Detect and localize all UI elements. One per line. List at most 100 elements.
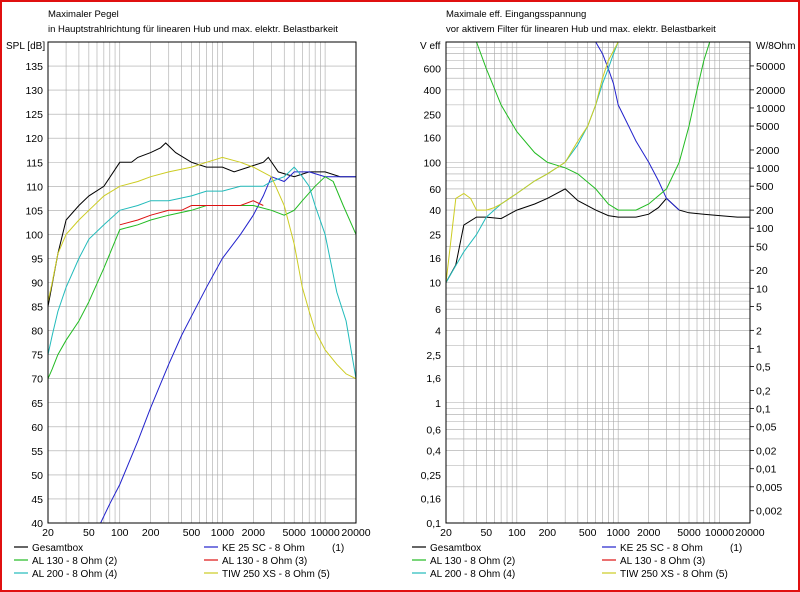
y-tick-label: 120 <box>25 133 43 145</box>
y2-tick-label: 0,2 <box>756 385 771 397</box>
x-tick-label: 2000 <box>242 527 266 539</box>
y2-tick-label: 0,1 <box>756 404 771 416</box>
y-tick-label: 0,16 <box>421 493 442 505</box>
y-tick-label: 95 <box>31 253 43 265</box>
y2-tick-label: 0,01 <box>756 464 777 476</box>
legend-label: Gesamtbox <box>32 543 83 554</box>
y-tick-label: 50 <box>31 470 43 482</box>
grid-left <box>47 41 357 524</box>
y-tick-label: 1,6 <box>426 373 441 385</box>
y-tick-label: 16 <box>429 253 441 265</box>
y-tick-label: 135 <box>25 61 43 73</box>
x-tick-label: 200 <box>539 527 557 539</box>
y-tick-label: 100 <box>25 229 43 241</box>
x-tick-label: 20 <box>440 527 452 539</box>
legend-label: AL 130 - 8 Ohm (3) <box>620 556 705 567</box>
y-tick-label: 60 <box>31 422 43 434</box>
y-tick-label: 65 <box>31 398 43 410</box>
y2-tick-label: 5 <box>756 301 762 313</box>
legend-item: TIW 250 XS - 8 Ohm (5) <box>204 569 330 580</box>
x-tick-label: 100 <box>508 527 526 539</box>
y-axis-label-right: V eff <box>420 41 441 52</box>
x-tick-label: 1000 <box>211 527 235 539</box>
y-tick-label: 40 <box>429 205 441 217</box>
legend-label: AL 130 - 8 Ohm (3) <box>222 556 307 567</box>
legend-label: AL 130 - 8 Ohm (2) <box>430 556 515 567</box>
y-tick-label: 0,25 <box>421 470 442 482</box>
legend-item: AL 130 - 8 Ohm (3) <box>204 556 307 567</box>
y-tick-label: 45 <box>31 494 43 506</box>
y-tick-label: 250 <box>423 109 441 121</box>
y-tick-label: 600 <box>423 64 441 76</box>
chart-title-left: Maximaler Pegel <box>48 9 119 20</box>
ticks-left: 20 50 100 200 500 1000 2000 5000 10000 20000 40 45 5… <box>25 61 370 539</box>
y-tick-label: 40 <box>31 518 43 530</box>
y2-tick-label: 0,02 <box>756 446 777 458</box>
y2-tick-label: 0,05 <box>756 422 777 434</box>
y2-tick-label: 0,5 <box>756 362 771 374</box>
y-tick-label: 0,6 <box>426 424 441 436</box>
y-tick-label: 400 <box>423 85 441 97</box>
legend-item: KE 25 SC - 8 Ohm (1) <box>602 543 742 554</box>
series-line <box>47 176 357 379</box>
y2-tick-label: 1 <box>756 343 762 355</box>
y-tick-label: 2,5 <box>426 350 441 362</box>
series-line <box>445 188 750 283</box>
y2-tick-label: 50000 <box>756 61 785 73</box>
y2-tick-label: 20000 <box>756 85 785 97</box>
ticks-right: 20 50 100 200 500 1000 2000 5000 10000 200000,10,… <box>421 61 786 539</box>
y2-tick-label: 100 <box>756 223 774 235</box>
y2-tick-label: 50 <box>756 241 768 253</box>
y2-tick-label: 10 <box>756 283 768 295</box>
series-line <box>476 41 720 211</box>
y2-tick-label: 0,005 <box>756 482 782 494</box>
chart-max-voltage: Maximale eff. Eingangsspannung vor aktiv… <box>420 9 795 539</box>
x-tick-label: 200 <box>142 527 160 539</box>
series-line <box>47 142 356 307</box>
y-axis-label-left: SPL [dB] <box>6 41 45 52</box>
x-tick-label: 500 <box>579 527 597 539</box>
x-tick-label: 2000 <box>637 527 661 539</box>
legend-label: Gesamtbox <box>430 543 481 554</box>
chart-subtitle-right: vor aktivem Filter für linearen Hub und … <box>446 24 716 35</box>
y-tick-label: 10 <box>429 278 441 290</box>
chart-subtitle-left: in Hauptstrahlrichtung für linearen Hub … <box>48 24 338 35</box>
legend-label: TIW 250 XS - 8 Ohm (5) <box>620 569 728 580</box>
y-tick-label: 70 <box>31 374 43 386</box>
plot-area-left <box>47 41 357 524</box>
x-tick-label: 50 <box>83 527 95 539</box>
legend-item: KE 25 SC - 8 Ohm (1) <box>204 543 344 554</box>
x-tick-label: 20000 <box>341 527 370 539</box>
y2-tick-label: 2 <box>756 325 762 337</box>
legend-label: TIW 250 XS - 8 Ohm (5) <box>222 569 330 580</box>
grid-right <box>445 42 751 523</box>
y2-tick-label: 5000 <box>756 121 780 133</box>
y-tick-label: 0,4 <box>426 446 441 458</box>
legend-label: KE 25 SC - 8 Ohm <box>620 543 703 554</box>
legend-right: Gesamtbox KE 25 SC - 8 Ohm (1) AL 130 - 8 O… <box>412 543 742 580</box>
y2-tick-label: 20 <box>756 265 768 277</box>
legend-item: AL 130 - 8 Ohm (2) <box>14 556 117 567</box>
chart-max-spl: Maximaler Pegel in Hauptstrahlrichtung f… <box>6 9 371 539</box>
legend-item: Gesamtbox <box>412 543 481 554</box>
legend-left: Gesamtbox KE 25 SC - 8 Ohm (1) AL 130 - 8 O… <box>14 543 344 580</box>
series-right <box>445 41 750 283</box>
legend-item: AL 130 - 8 Ohm (3) <box>602 556 705 567</box>
plot-area-right <box>445 41 751 524</box>
y-tick-label: 75 <box>31 350 43 362</box>
y2-tick-label: 0,002 <box>756 506 782 518</box>
legend-item: TIW 250 XS - 8 Ohm (5) <box>602 569 728 580</box>
y-tick-label: 90 <box>31 278 43 290</box>
x-tick-label: 20000 <box>735 527 764 539</box>
x-tick-label: 10000 <box>310 527 339 539</box>
y2-tick-label: 10000 <box>756 103 785 115</box>
x-tick-label: 20 <box>42 527 54 539</box>
series-line <box>47 156 357 380</box>
y-tick-label: 25 <box>429 230 441 242</box>
y2-tick-label: 200 <box>756 205 774 217</box>
x-tick-label: 100 <box>111 527 129 539</box>
legend-label: AL 200 - 8 Ohm (4) <box>32 569 117 580</box>
legend-label: AL 200 - 8 Ohm (4) <box>430 569 515 580</box>
y-tick-label: 55 <box>31 446 43 458</box>
